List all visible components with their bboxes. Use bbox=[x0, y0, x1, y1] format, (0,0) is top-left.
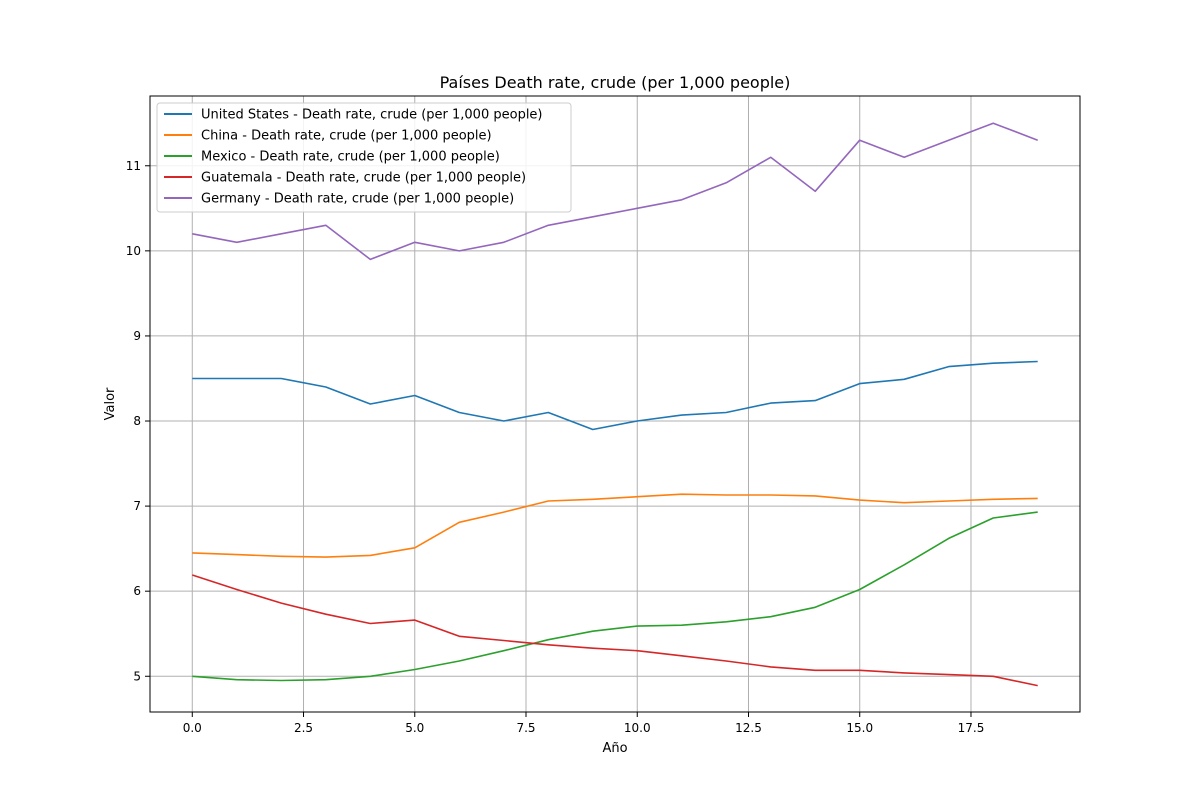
x-tick-label: 15.0 bbox=[846, 721, 873, 735]
x-tick-label: 2.5 bbox=[294, 721, 313, 735]
series-line-china bbox=[192, 493, 1038, 558]
grid-lines bbox=[150, 96, 1080, 712]
legend-label-united-states: United States - Death rate, crude (per 1… bbox=[201, 108, 543, 123]
y-tick-label: 9 bbox=[133, 329, 141, 343]
x-tick-label: 5.0 bbox=[405, 721, 424, 735]
legend-label-guatemala: Guatemala - Death rate, crude (per 1,000… bbox=[201, 171, 526, 186]
x-tick-label: 17.5 bbox=[958, 721, 985, 735]
x-tick-label: 7.5 bbox=[516, 721, 535, 735]
y-tick-label: 7 bbox=[133, 499, 141, 513]
y-tick-label: 8 bbox=[133, 414, 141, 428]
legend-label-germany: Germany - Death rate, crude (per 1,000 p… bbox=[201, 192, 514, 207]
y-tick-label: 11 bbox=[126, 159, 141, 173]
x-tick-label: 12.5 bbox=[735, 721, 762, 735]
y-tick-label: 5 bbox=[133, 669, 141, 683]
series-line-guatemala bbox=[192, 574, 1038, 687]
x-tick-label: 0.0 bbox=[183, 721, 202, 735]
x-axis-ticks: 0.0 2.5 5.0 7.5 10.0 12.5 15.0 17.5 bbox=[183, 712, 985, 735]
plot-area-frame bbox=[149, 95, 1081, 713]
y-tick-label: 10 bbox=[126, 244, 141, 258]
y-axis-ticks: 5 6 7 8 9 10 11 bbox=[126, 159, 150, 683]
legend: United States - Death rate, crude (per 1… bbox=[156, 102, 572, 213]
chart-title: Países Death rate, crude (per 1,000 peop… bbox=[440, 73, 791, 92]
y-axis-label: Valor bbox=[103, 387, 118, 420]
legend-box bbox=[156, 102, 572, 213]
x-tick-label: 10.0 bbox=[624, 721, 651, 735]
series-line-germany bbox=[192, 122, 1038, 261]
y-tick-label: 6 bbox=[133, 584, 141, 598]
x-axis-label: Año bbox=[602, 741, 627, 756]
series-line-united-states bbox=[192, 360, 1038, 431]
series-lines bbox=[192, 122, 1038, 687]
legend-label-china: China - Death rate, crude (per 1,000 peo… bbox=[201, 129, 492, 144]
series-line-mexico bbox=[192, 511, 1038, 682]
legend-label-mexico: Mexico - Death rate, crude (per 1,000 pe… bbox=[201, 150, 500, 165]
